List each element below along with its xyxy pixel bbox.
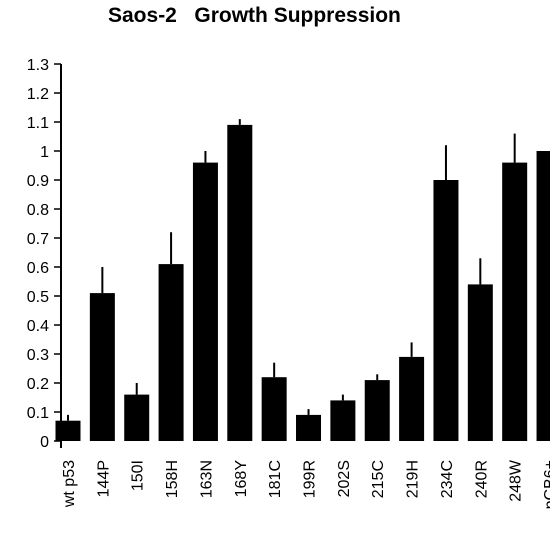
- y-tick-label: 0.8: [27, 202, 49, 219]
- category-label: 158H: [164, 460, 181, 498]
- category-label: wt p53: [61, 460, 78, 508]
- category-label: 202S: [336, 460, 353, 497]
- y-tick-label: 1.2: [27, 86, 49, 103]
- bar: [467, 284, 493, 441]
- bar: [89, 293, 115, 441]
- bar: [296, 414, 322, 441]
- y-tick-label: 0.4: [27, 318, 49, 335]
- category-label: 240R: [473, 460, 490, 498]
- error-bars: [67, 119, 516, 421]
- bar: [55, 420, 81, 441]
- category-label: pCB6+: [542, 460, 550, 509]
- category-label: 219H: [405, 460, 422, 498]
- bar: [536, 151, 550, 441]
- bar: [433, 180, 459, 441]
- bar: [227, 124, 253, 442]
- y-tick-label: 0.2: [27, 376, 49, 393]
- y-tick-label: 1.1: [27, 115, 49, 132]
- category-label: 163N: [198, 460, 215, 498]
- category-label: 215C: [370, 460, 387, 498]
- bar: [261, 377, 287, 441]
- bar: [364, 380, 390, 441]
- bar: [192, 162, 218, 441]
- bar: [158, 264, 184, 441]
- y-tick-label: 0.6: [27, 260, 49, 277]
- category-label: 144P: [95, 460, 112, 497]
- bars: [55, 124, 550, 442]
- category-label: 181C: [267, 460, 284, 498]
- category-label: 168Y: [233, 460, 250, 498]
- bar: [330, 400, 356, 441]
- category-label: 199R: [302, 460, 319, 498]
- y-tick-label: 0.9: [27, 173, 49, 190]
- category-labels: wt p53 144P 150I 158H 163N 168Y 181C 199R 202S 21…: [61, 459, 550, 509]
- bar: [502, 162, 528, 441]
- chart-title: Saos-2 Growth Suppression: [108, 4, 401, 27]
- bar: [124, 394, 150, 441]
- y-tick-label: 1: [40, 144, 49, 161]
- y-ticks: 0 0.1 0.2 0.3 0.4 0.5 0.6 0.7 0.8 0.9 1 1.1 1.2 1.3: [27, 57, 61, 451]
- y-tick-label: 0.7: [27, 231, 49, 248]
- y-tick-label: 0: [40, 434, 49, 451]
- category-label: 248W: [508, 459, 525, 502]
- y-tick-label: 0.3: [27, 347, 49, 364]
- bar: [399, 356, 425, 441]
- y-tick-label: 0.5: [27, 289, 49, 306]
- category-label: 234C: [439, 460, 456, 498]
- y-tick-label: 0.1: [27, 405, 49, 422]
- y-tick-label: 1.3: [27, 57, 49, 74]
- category-label: 150I: [130, 460, 147, 491]
